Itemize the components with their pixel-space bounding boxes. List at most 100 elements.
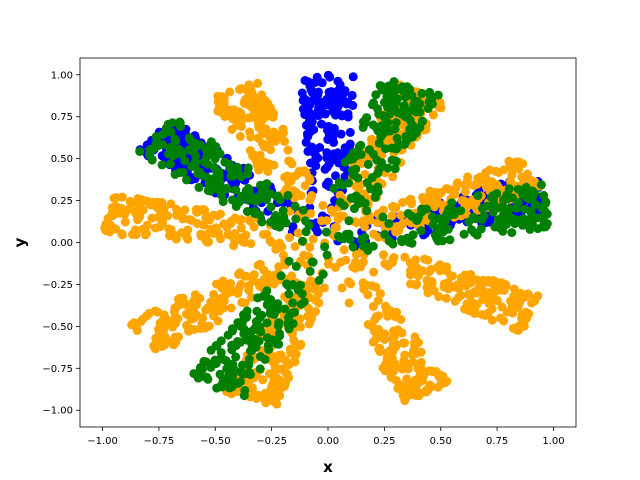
- axes-layer: −1.00 −0.75 −0.50 −0.25 0.00 0.25 0.50 0.75 1.00…: [42, 70, 564, 447]
- scatter-point: [202, 211, 212, 221]
- scatter-point: [297, 289, 307, 299]
- scatter-point: [236, 223, 246, 233]
- scatter-point: [393, 325, 403, 335]
- scatter-point: [400, 350, 410, 360]
- scatter-point: [262, 286, 272, 296]
- scatter-point: [280, 304, 290, 314]
- scatter-point: [360, 232, 370, 242]
- scatter-point: [235, 132, 245, 141]
- scatter-point: [329, 184, 339, 193]
- scatter-point: [245, 127, 255, 137]
- scatter-point: [383, 163, 393, 173]
- scatter-point: [192, 205, 202, 214]
- scatter-point: [244, 281, 254, 291]
- scatter-point: [219, 219, 229, 229]
- scatter-point: [203, 159, 213, 169]
- scatter-point: [120, 209, 130, 219]
- scatter-point: [381, 144, 390, 154]
- scatter-point: [388, 254, 398, 264]
- scatter-point: [348, 242, 358, 252]
- scatter-point: [509, 284, 519, 294]
- scatter-point: [226, 164, 235, 174]
- scatter-point: [542, 219, 552, 229]
- scatter-point: [393, 108, 403, 118]
- scatter-point: [536, 180, 546, 190]
- scatter-point: [413, 271, 423, 281]
- scatter-point: [407, 91, 417, 101]
- scatter-point: [526, 207, 536, 217]
- scatter-point: [449, 282, 459, 292]
- scatter-point: [264, 340, 273, 350]
- scatter-point: [459, 229, 469, 239]
- scatter-point: [330, 262, 340, 272]
- scatter-point: [318, 201, 328, 210]
- scatter-point: [487, 315, 497, 325]
- scatter-point: [486, 193, 496, 203]
- scatter-point: [523, 289, 533, 299]
- scatter-point: [368, 241, 378, 251]
- scatter-point: [504, 204, 514, 214]
- scatter-point: [233, 289, 243, 298]
- scatter-point: [371, 90, 381, 100]
- scatter-point: [351, 164, 361, 174]
- scatter-point: [490, 287, 500, 297]
- scatter-point: [498, 210, 508, 220]
- scatter-point: [285, 233, 294, 242]
- scatter-point: [250, 323, 260, 333]
- scatter-point: [216, 336, 226, 346]
- scatter-point: [499, 286, 509, 295]
- scatter-point: [518, 159, 528, 169]
- scatter-point: [120, 217, 130, 227]
- scatter-point: [204, 321, 214, 331]
- scatter-point: [170, 303, 180, 313]
- scatter-point: [481, 168, 491, 178]
- scatter-point: [311, 153, 321, 163]
- scatter-point: [407, 132, 417, 142]
- scatter-point: [323, 70, 333, 80]
- scatter-point: [272, 374, 282, 384]
- scatter-point: [269, 160, 279, 170]
- scatter-point: [304, 303, 314, 313]
- scatter-point: [374, 109, 384, 119]
- scatter-point: [275, 195, 285, 205]
- scatter-point: [410, 332, 420, 342]
- scatter-point: [390, 359, 400, 369]
- y-tick-label: −1.00: [42, 406, 73, 417]
- y-tick-label: 0.00: [51, 238, 73, 249]
- scatter-point: [344, 277, 354, 287]
- scatter-point: [202, 172, 212, 182]
- scatter-point: [275, 391, 285, 401]
- scatter-point: [296, 280, 305, 290]
- scatter-point: [171, 231, 181, 241]
- scatter-point: [266, 202, 276, 212]
- scatter-point: [490, 222, 500, 232]
- scatter-point: [255, 281, 265, 291]
- x-tick-label: 0.75: [486, 436, 508, 447]
- scatter-point: [373, 187, 383, 197]
- scatter-point: [289, 335, 299, 345]
- scatter-point: [183, 234, 193, 244]
- scatter-point: [291, 187, 301, 197]
- scatter-point: [405, 270, 415, 280]
- scatter-point: [283, 190, 293, 200]
- scatter-point: [360, 242, 370, 251]
- scatter-point: [163, 119, 173, 129]
- scatter-point: [252, 115, 262, 125]
- scatter-point: [378, 333, 388, 343]
- scatter-point: [267, 237, 276, 247]
- scatter-point: [449, 206, 459, 216]
- scatter-point: [341, 229, 351, 239]
- scatter-point: [283, 145, 293, 155]
- scatter-point: [411, 385, 421, 394]
- scatter-point: [388, 172, 398, 182]
- scatter-point: [386, 82, 396, 92]
- scatter-point: [391, 312, 401, 322]
- scatter-point: [369, 229, 379, 239]
- scatter-point: [527, 218, 537, 227]
- x-tick-label: −0.75: [144, 436, 175, 447]
- scatter-point: [347, 193, 357, 203]
- scatter-point: [250, 206, 260, 216]
- scatter-point: [138, 314, 148, 324]
- scatter-point: [311, 296, 321, 306]
- scatter-point: [447, 198, 457, 208]
